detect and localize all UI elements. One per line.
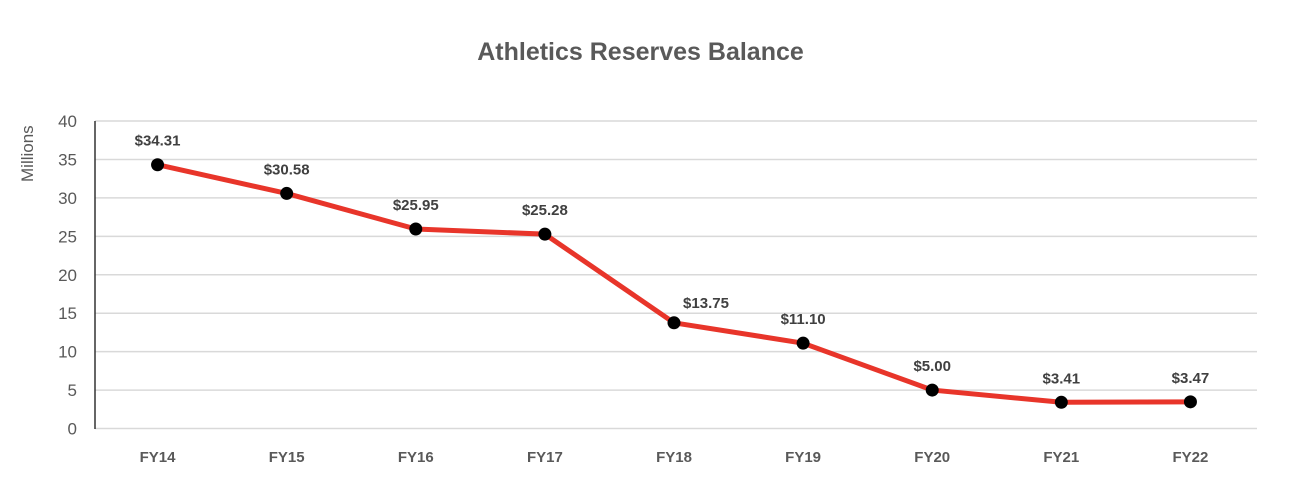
data-point-marker	[280, 186, 294, 200]
data-point-marker	[1054, 395, 1068, 409]
x-tick-label: FY18	[656, 449, 692, 466]
data-label: $11.10	[781, 311, 826, 328]
x-tick-label: FY17	[527, 449, 563, 466]
data-label: $34.31	[135, 133, 181, 150]
data-label: $13.75	[683, 295, 729, 312]
y-tick-label: 20	[58, 266, 77, 285]
y-tick-label: 35	[58, 150, 77, 169]
x-tick-label: FY14	[140, 449, 177, 466]
gridlines	[95, 120, 1257, 430]
data-label: $3.41	[1043, 370, 1081, 387]
series-line	[157, 162, 1191, 405]
data-label: $25.95	[393, 197, 439, 214]
x-tick-label: FY22	[1173, 449, 1209, 466]
y-tick-label: 25	[58, 227, 77, 246]
x-tick-label: FY20	[914, 449, 950, 466]
chart-title: Athletics Reserves Balance	[477, 38, 804, 66]
data-label: $30.58	[264, 161, 310, 178]
data-point-marker	[538, 227, 552, 241]
x-tick-label: FY16	[398, 449, 434, 466]
data-label: $25.28	[522, 202, 568, 219]
data-point-marker	[667, 316, 681, 330]
data-point-marker	[796, 336, 810, 350]
data-labels: $34.31 $30.58 $25.95 $25.28 $13.75 $11.10 $5.0…	[135, 133, 1210, 388]
data-point-marker	[1183, 395, 1197, 409]
x-tick-label: FY21	[1043, 449, 1079, 466]
y-tick-label: 40	[58, 112, 77, 131]
y-tick-label: 5	[68, 381, 77, 400]
y-tick-label: 10	[58, 343, 77, 362]
y-tick-label: 0	[68, 420, 77, 439]
y-tick-label: 15	[58, 304, 77, 323]
data-label: $5.00	[913, 358, 951, 375]
data-markers	[151, 158, 1197, 409]
x-tick-label: FY15	[269, 449, 305, 466]
y-axis-ticks: 0 5 10 15 20 25 30 35 40	[58, 112, 77, 439]
x-tick-label: FY19	[785, 449, 821, 466]
data-point-marker	[409, 222, 423, 236]
y-tick-label: 30	[58, 189, 77, 208]
x-axis-ticks: FY14 FY15 FY16 FY17 FY18 FY19 FY20 FY21 FY22	[140, 449, 1209, 466]
data-point-marker	[925, 383, 939, 397]
data-label: $3.47	[1172, 370, 1210, 387]
data-point-marker	[151, 158, 165, 172]
